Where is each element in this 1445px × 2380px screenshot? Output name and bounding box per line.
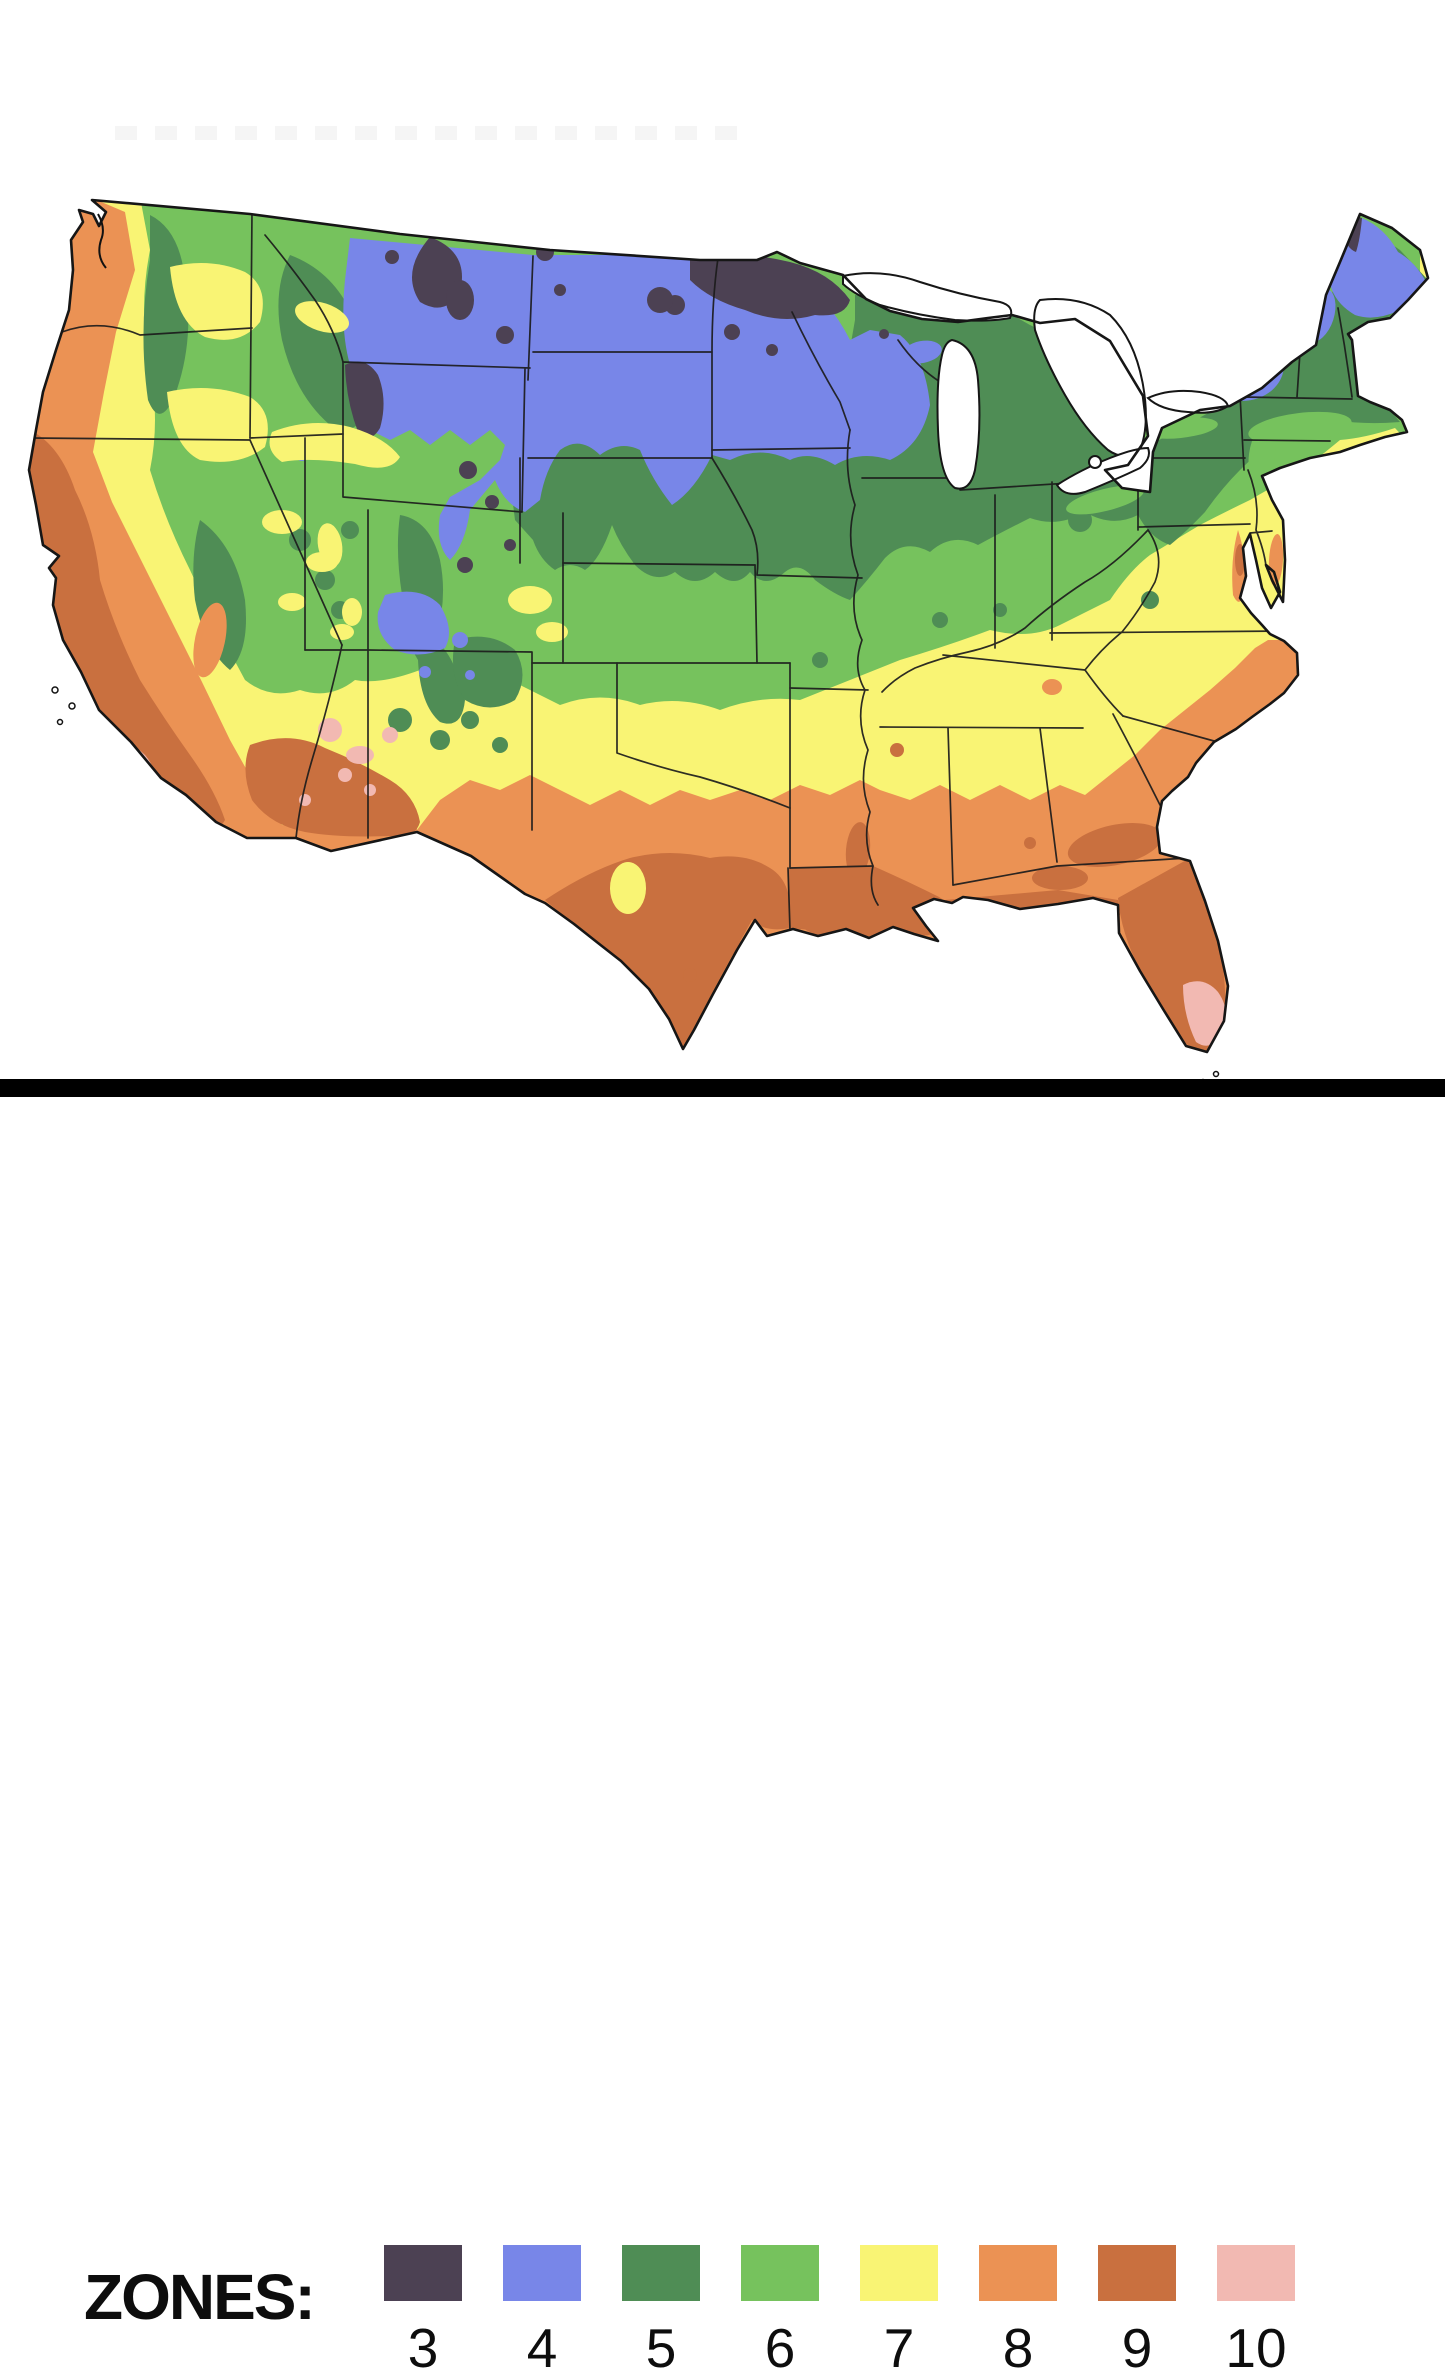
zone-10-label: 10: [1225, 2317, 1287, 2379]
zone-10-swatch: [1217, 2245, 1295, 2301]
zone-4-label: 4: [526, 2317, 558, 2379]
zone-3-swatch: [384, 2245, 462, 2301]
lake-st-clair: [1088, 455, 1102, 469]
zone-6-label: 6: [764, 2317, 796, 2379]
zone-6-swatch: [741, 2245, 819, 2301]
zone-8-swatch: [979, 2245, 1057, 2301]
state-borders: [29, 211, 1353, 931]
channel-islands: [51, 686, 76, 726]
zone-7-swatch: [860, 2245, 938, 2301]
us-hardiness-zone-map: [27, 198, 1430, 1086]
zone-5-label: 5: [645, 2317, 677, 2379]
legend-title: ZONES:: [84, 2261, 316, 2333]
zone-7-pockets: [167, 263, 646, 914]
zone-layers: [29, 200, 1428, 1052]
zone-3-label: 3: [407, 2317, 439, 2379]
great-lakes: [842, 272, 1230, 495]
zone-9-region: [29, 430, 1245, 1052]
zone-4-swatch: [503, 2245, 581, 2301]
zone-6-valley-patches: [998, 411, 1352, 560]
zone-7-label: 7: [883, 2317, 915, 2379]
lake-erie: [1055, 446, 1150, 495]
zone-8-label: 8: [1002, 2317, 1034, 2379]
lake-ontario: [1146, 389, 1230, 414]
divider-bar: [0, 1079, 1445, 1097]
zone-5-swatch: [622, 2245, 700, 2301]
zone-9-label: 9: [1121, 2317, 1153, 2379]
lake-michigan: [936, 338, 981, 490]
zone-9-swatch: [1098, 2245, 1176, 2301]
faded-artifact-text: [115, 126, 755, 140]
zone-legend: ZONES: 3 4 5 6 7 8 9 10: [0, 1100, 1445, 2379]
zone-3-region: [345, 216, 1362, 573]
hardiness-map-figure: ZONES: 3 4 5 6 7 8 9 10: [0, 126, 1445, 2379]
puget-sound-detail: [97, 213, 107, 269]
